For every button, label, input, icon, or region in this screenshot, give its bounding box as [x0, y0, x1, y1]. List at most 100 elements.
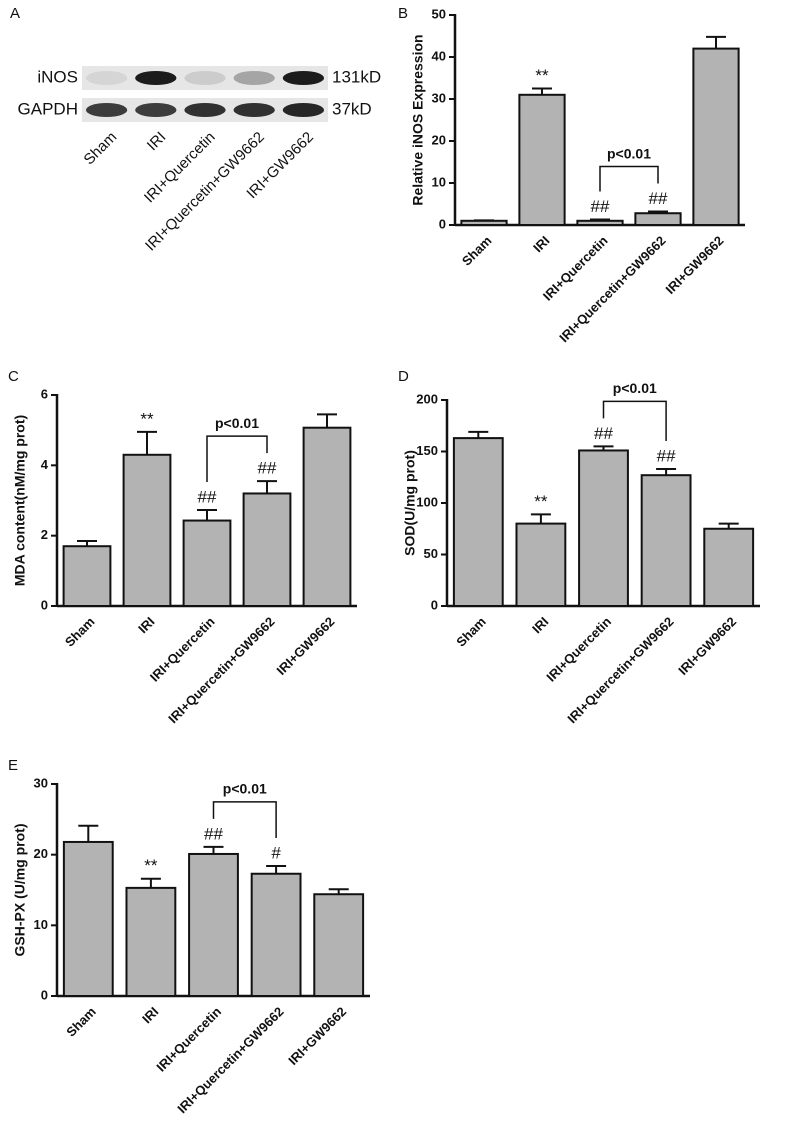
- panel-letter: A: [10, 5, 20, 22]
- x-tick-label: IRI+GW9662: [675, 614, 739, 678]
- x-tick-label: IRI+GW9662: [663, 233, 727, 297]
- bar: [62, 545, 112, 608]
- significance-marker: **: [534, 492, 548, 511]
- y-tick-label: 30: [34, 775, 48, 790]
- panel-letter: B: [398, 5, 408, 22]
- error-bar: [648, 210, 668, 214]
- significance-marker: #: [271, 843, 281, 862]
- y-tick-label: 2: [41, 527, 48, 542]
- error-bar: [203, 845, 224, 854]
- error-bar: [530, 513, 551, 524]
- y-tick-label: 10: [34, 917, 48, 932]
- bar: [452, 437, 504, 607]
- bar: [578, 449, 629, 607]
- error-bar: [468, 430, 489, 439]
- error-bar: [137, 430, 157, 455]
- x-tick-label: IRI: [529, 614, 551, 636]
- lane-label: Sham: [81, 129, 121, 169]
- error-bar: [656, 468, 677, 476]
- blot-band: [135, 103, 177, 117]
- x-tick-label: IRI: [139, 1004, 161, 1026]
- blot-row-label: iNOS: [37, 67, 78, 86]
- comparison-label: p<0.01: [215, 415, 259, 431]
- bar: [515, 522, 567, 607]
- bar: [122, 453, 172, 607]
- y-tick-label: 0: [439, 216, 446, 231]
- y-tick-label: 150: [416, 443, 438, 458]
- x-tick-label: IRI: [135, 614, 157, 636]
- comparison-bracket: [602, 400, 667, 442]
- y-tick-label: 4: [41, 457, 49, 472]
- significance-marker: ##: [258, 459, 277, 478]
- y-tick-label: 20: [34, 846, 48, 861]
- bar: [518, 93, 566, 226]
- x-tick-label: IRI+Quercetin+GW9662: [174, 1004, 286, 1116]
- bar: [703, 527, 755, 607]
- x-tick-label: IRI: [530, 233, 552, 255]
- bar: [125, 886, 177, 998]
- error-bar: [140, 877, 161, 888]
- significance-marker: **: [144, 856, 158, 875]
- x-tick-label: IRI+Quercetin: [153, 1004, 224, 1075]
- significance-marker: **: [535, 66, 549, 85]
- significance-marker: ##: [657, 446, 676, 465]
- error-bar: [718, 522, 739, 529]
- significance-marker: ##: [649, 189, 668, 208]
- y-tick-label: 200: [416, 391, 438, 406]
- y-tick-label: 10: [432, 174, 446, 189]
- significance-marker: ##: [591, 197, 610, 216]
- bar: [576, 219, 624, 227]
- error-bar: [590, 218, 610, 221]
- x-tick-label: IRI+GW9662: [285, 1004, 349, 1068]
- blot-band: [233, 103, 275, 117]
- x-tick-label: IRI+Quercetin: [543, 614, 614, 685]
- y-tick-label: 50: [424, 546, 438, 561]
- x-tick-label: Sham: [459, 233, 495, 269]
- y-tick-label: 40: [432, 48, 446, 63]
- bar: [188, 852, 239, 998]
- error-bar: [266, 864, 287, 874]
- panel-letter: C: [8, 368, 19, 385]
- error-bar: [532, 87, 552, 95]
- blot-band: [85, 71, 128, 85]
- x-tick-label: IRI+Quercetin+GW9662: [564, 614, 676, 726]
- blot-size-label: 131kD: [332, 67, 381, 86]
- y-axis-label: SOD(U/mg prot): [402, 450, 418, 556]
- error-bar: [593, 445, 614, 451]
- blot-band: [282, 103, 325, 117]
- error-bar: [197, 508, 217, 521]
- blot-size-label: 37kD: [332, 99, 372, 118]
- significance-marker: ##: [198, 487, 217, 506]
- x-tick-label: Sham: [63, 1004, 99, 1040]
- error-bar: [77, 539, 97, 547]
- x-tick-label: IRI+Quercetin+GW9662: [556, 233, 668, 345]
- y-tick-label: 100: [416, 494, 438, 509]
- error-bar: [328, 888, 349, 895]
- significance-marker: ##: [204, 824, 223, 843]
- x-tick-label: Sham: [453, 614, 489, 650]
- bar: [242, 492, 292, 608]
- comparison-bracket: [206, 435, 268, 482]
- y-tick-label: 0: [431, 597, 438, 612]
- comparison-label: p<0.01: [223, 781, 267, 797]
- error-bar: [78, 824, 99, 842]
- bar: [302, 426, 352, 607]
- error-bar: [257, 480, 277, 494]
- y-axis-label: MDA content(nM/mg prot): [12, 415, 28, 586]
- lane-label: IRI: [144, 129, 170, 155]
- y-tick-label: 6: [41, 386, 48, 401]
- blot-band: [135, 71, 177, 85]
- significance-marker: **: [140, 409, 154, 428]
- panel-letter: E: [8, 757, 18, 774]
- y-tick-label: 0: [41, 987, 48, 1002]
- y-tick-label: 30: [432, 90, 446, 105]
- error-bar: [706, 35, 726, 49]
- bar: [692, 47, 740, 226]
- comparison-bracket: [212, 801, 277, 838]
- bar: [182, 519, 232, 607]
- blot-row-label: GAPDH: [18, 99, 78, 118]
- comparison-bracket: [599, 165, 659, 192]
- x-tick-label: Sham: [62, 614, 98, 650]
- blot-band: [233, 71, 275, 85]
